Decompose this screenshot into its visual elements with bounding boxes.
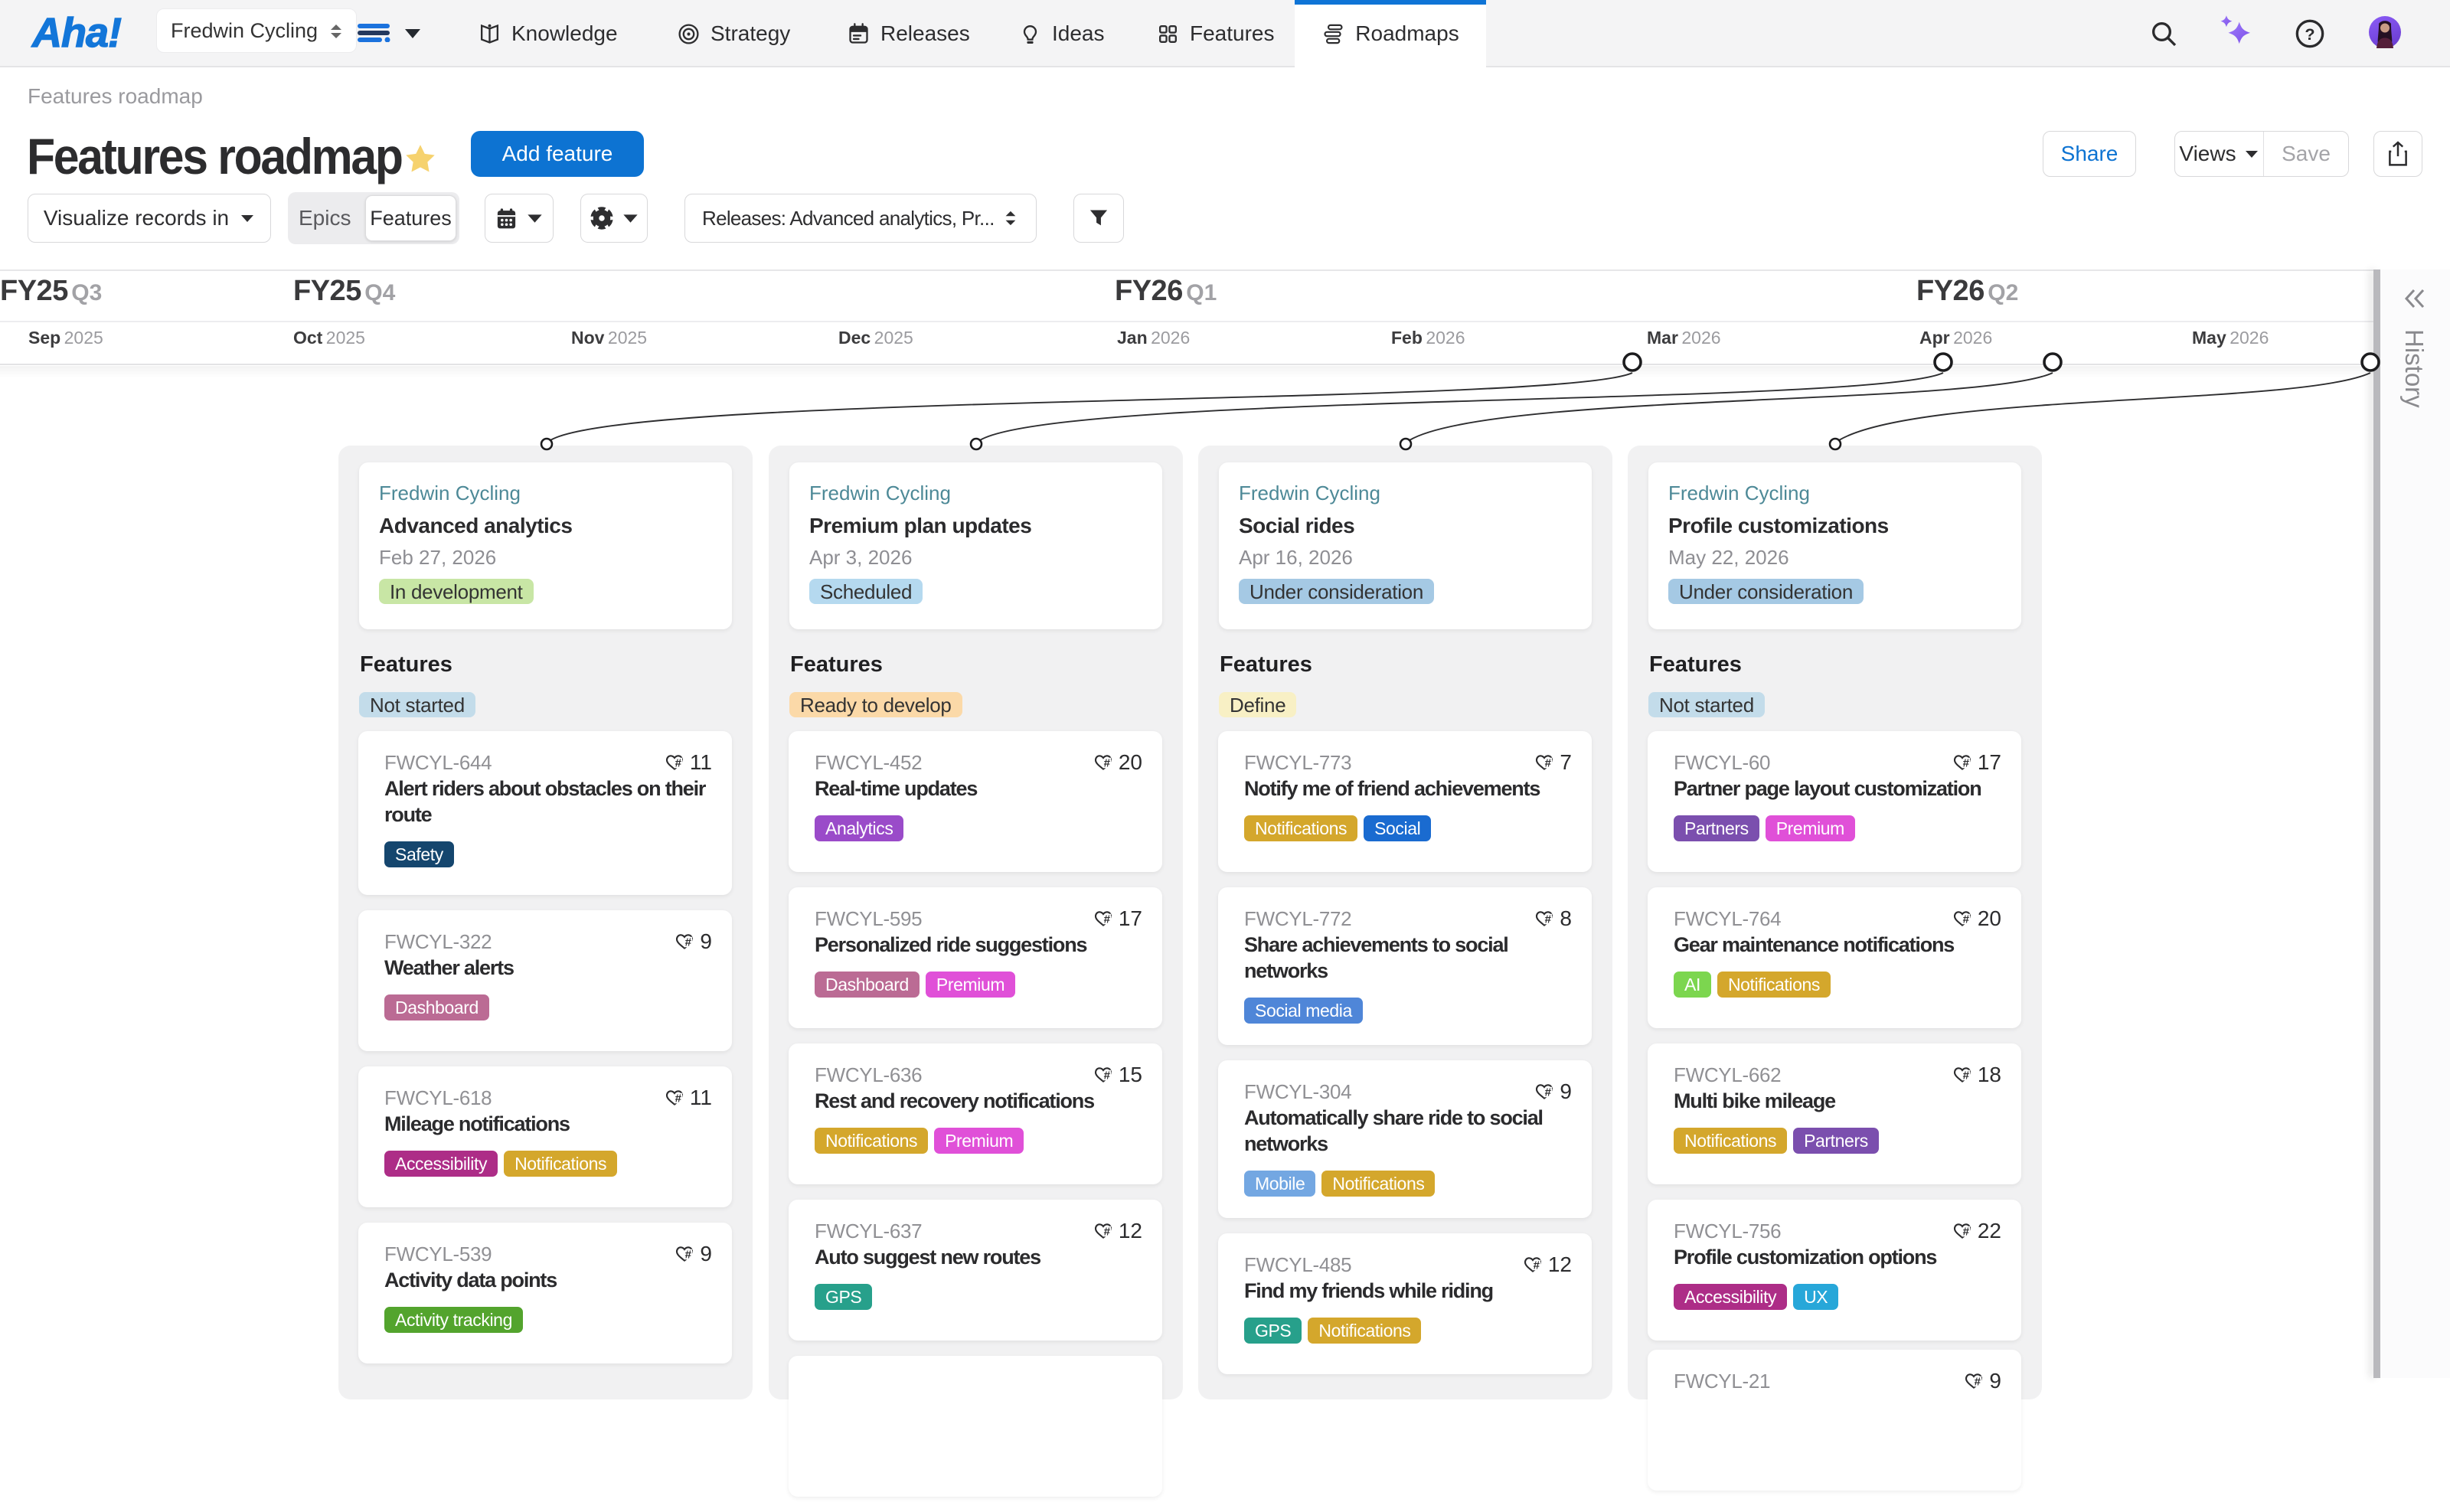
- svg-text:?: ?: [2305, 24, 2314, 44]
